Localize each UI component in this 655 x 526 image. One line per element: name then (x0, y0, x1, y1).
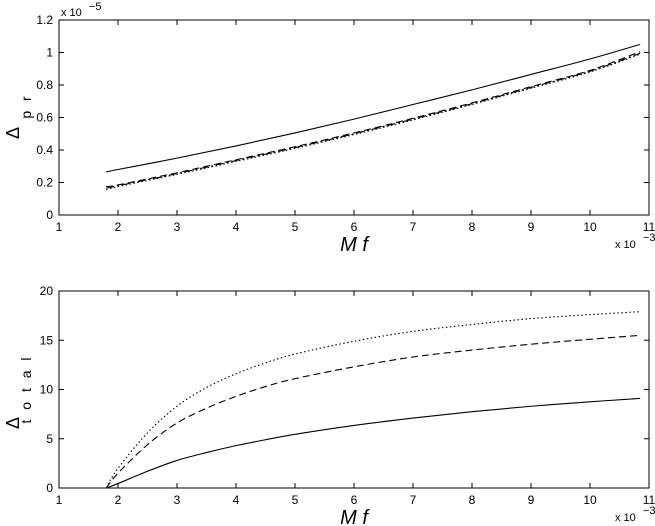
x-tick-label: 10 (583, 220, 597, 234)
y-tick-label: 1.2 (36, 13, 53, 27)
y-axis-label-subscript-top: p r (18, 93, 34, 118)
x-tick-label: 8 (469, 220, 476, 234)
y-axis-label-subscript-bottom: t o t a l (18, 354, 34, 423)
x-exponent-power: −3 (643, 505, 655, 517)
y-tick-label: 0.4 (36, 143, 53, 157)
x-tick-label: 4 (233, 220, 240, 234)
y-tick-label: 5 (46, 432, 53, 446)
y-tick-label: 0.6 (36, 111, 53, 125)
x-tick-label: 2 (115, 493, 122, 507)
x-exponent-label: x 10 (615, 512, 636, 524)
y-tick-label: 20 (40, 284, 54, 298)
y-tick-label: 0 (46, 208, 53, 222)
series-line-dashed (106, 51, 641, 188)
x-tick-label: 9 (528, 493, 535, 507)
series-line-solid (106, 43, 641, 173)
panel-bottom: Δ t o t a l M f 1 2 3 4 5 6 7 8 9 10 11 0 5 10 15 20 x 1… (3, 284, 655, 526)
plot-area-frame (58, 290, 650, 489)
x-tick-label: 8 (469, 493, 476, 507)
y-axis-label-bottom: Δ (3, 417, 23, 429)
series-line-dashdot (106, 52, 641, 189)
x-tick-label: 10 (583, 493, 597, 507)
x-tick-label: 3 (174, 220, 181, 234)
x-tick-label: 7 (410, 493, 417, 507)
x-exponent-power: −3 (643, 232, 655, 244)
panel-top: Δ p r M f 1 2 3 4 5 6 7 8 9 10 11 0 0.2 0.4 0.6 0.8 1 1.2… (3, 1, 655, 256)
y-tick-label: 1 (46, 46, 53, 60)
y-axis-label-top: Δ (3, 127, 23, 139)
x-axis-label-bottom: M f (340, 507, 370, 526)
y-tick-label: 0 (46, 481, 53, 495)
y-exponent-label: x 10 (61, 7, 82, 19)
series-line-solid (106, 397, 641, 489)
y-tick-label: 0.2 (36, 176, 53, 190)
plot-area-frame (58, 19, 650, 216)
x-tick-label: 2 (115, 220, 122, 234)
x-tick-label: 6 (351, 493, 358, 507)
x-exponent-label: x 10 (615, 239, 636, 251)
y-exponent-power: −5 (89, 1, 102, 13)
x-tick-label: 5 (292, 493, 299, 507)
y-tick-label: 0.8 (36, 78, 53, 92)
x-tick-label: 7 (410, 220, 417, 234)
y-tick-label: 15 (40, 333, 54, 347)
x-axis-label-top: M f (340, 234, 370, 256)
y-tick-label: 10 (40, 383, 54, 397)
series-line-dashed (105, 334, 641, 489)
x-tick-label: 1 (56, 493, 63, 507)
x-tick-label: 11 (643, 220, 655, 234)
series-line-dotted (106, 53, 641, 191)
x-tick-label: 4 (233, 493, 240, 507)
x-tick-label: 1 (56, 220, 63, 234)
x-tick-label: 3 (174, 493, 181, 507)
x-tick-label: 9 (528, 220, 535, 234)
x-tick-label: 11 (643, 493, 655, 507)
series-line-dotted (105, 311, 641, 489)
x-tick-label: 5 (292, 220, 299, 234)
x-tick-label: 6 (351, 220, 358, 234)
